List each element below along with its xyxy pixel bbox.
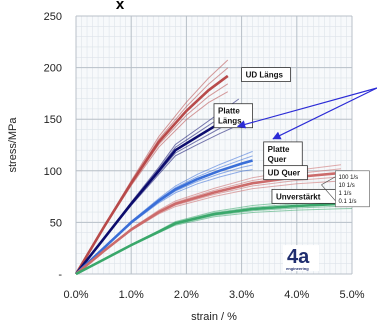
x-tick-label: 3.0% bbox=[229, 289, 254, 301]
series-line bbox=[75, 59, 229, 275]
y-tick-label: 200 bbox=[44, 63, 62, 75]
x-tick-label: 1.0% bbox=[119, 289, 144, 301]
y-axis-title: stress/MPa bbox=[7, 117, 19, 173]
curve-label-text: UD Längs bbox=[246, 71, 284, 80]
logo-text: 4a bbox=[287, 246, 310, 268]
title-fragment: x bbox=[116, 0, 125, 13]
curve-label-text: UD Quer bbox=[268, 169, 300, 178]
curve-label-text: Platte bbox=[218, 107, 240, 116]
series-line bbox=[75, 150, 253, 275]
x-axis-title: strain / % bbox=[191, 311, 237, 322]
curve-label-box bbox=[263, 141, 303, 167]
y-tick-label: 100 bbox=[44, 166, 62, 178]
curve-label: Unverstärkt bbox=[271, 188, 337, 204]
curve-label-box bbox=[263, 165, 308, 181]
curve-label-text: Unverstärkt bbox=[276, 192, 321, 201]
series-platte-quer bbox=[75, 150, 253, 275]
annotation-arrow bbox=[236, 87, 377, 129]
strain-rate-leader bbox=[321, 184, 336, 201]
x-tick-label: 0.0% bbox=[63, 289, 88, 301]
curve-label-box bbox=[241, 67, 291, 82]
strain-rate-box bbox=[335, 170, 370, 208]
strain-rate-label: 0.1 1/s bbox=[338, 199, 356, 205]
series-platte-l-ngs bbox=[74, 98, 240, 275]
curve-label: UD Quer bbox=[263, 165, 308, 181]
strain-rate-label: 100 1/s bbox=[338, 175, 358, 181]
strain-rate-label: 1 1/s bbox=[338, 191, 351, 197]
y-tick-label: - bbox=[58, 269, 62, 281]
strain-rate-label: 10 1/s bbox=[338, 183, 354, 189]
curve-label: UD Längs bbox=[241, 67, 291, 82]
annotation-arrow bbox=[272, 87, 377, 140]
x-tick-label: 4.0% bbox=[284, 289, 309, 301]
logo-subtitle: engineering bbox=[286, 266, 309, 271]
x-tick-label: 5.0% bbox=[339, 289, 364, 301]
x-tick-label: 2.0% bbox=[174, 289, 199, 301]
curve-label-text: Platte bbox=[268, 145, 290, 154]
curve-label-text: Quer bbox=[268, 155, 287, 164]
series-ud-l-ngs bbox=[74, 59, 229, 275]
axes: 0.0% 1.0% 2.0% 3.0% 4.0% 5.0% - 50 100 150 200 250 s… bbox=[7, 0, 365, 322]
y-tick-label: 150 bbox=[44, 114, 62, 126]
strain-rate-leader bbox=[321, 176, 336, 186]
annotation-arrows bbox=[236, 87, 377, 140]
logo-background bbox=[283, 245, 319, 272]
y-tick-label: 50 bbox=[50, 217, 62, 229]
curve-label-text: Längs bbox=[218, 117, 242, 126]
y-tick-label: 250 bbox=[44, 11, 62, 23]
